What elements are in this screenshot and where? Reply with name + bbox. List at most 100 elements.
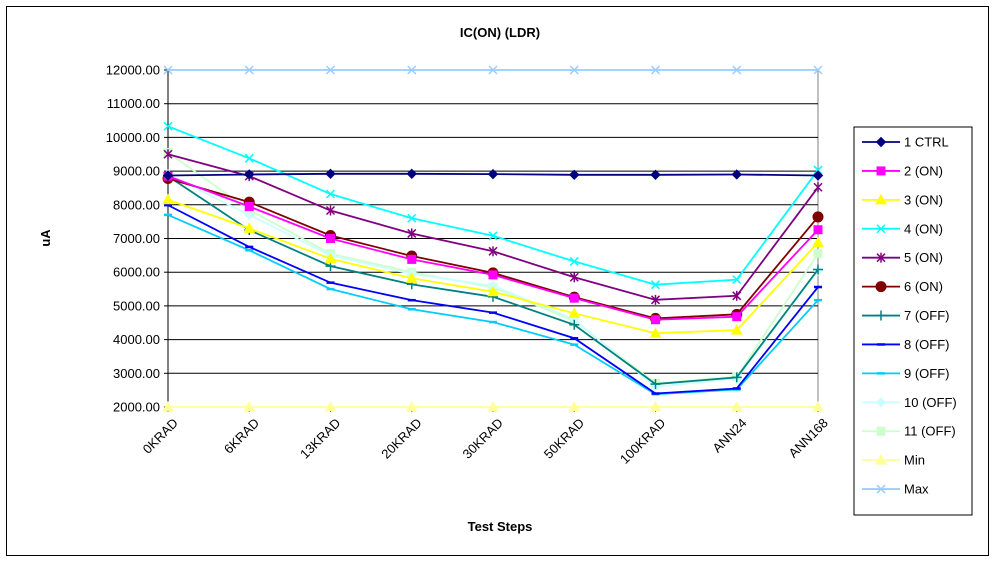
legend-label: 2 (ON) xyxy=(904,163,943,178)
legend-marker xyxy=(876,224,886,234)
y-tick-label: 3000.00 xyxy=(113,366,160,381)
data-point xyxy=(244,65,254,75)
data-point xyxy=(812,400,824,412)
data-point xyxy=(731,372,742,383)
data-point xyxy=(325,168,336,180)
data-point xyxy=(244,169,255,180)
legend-label: 9 (OFF) xyxy=(904,366,950,381)
data-point xyxy=(569,319,580,330)
data-point xyxy=(730,324,743,335)
x-tick-label: ANN168 xyxy=(786,415,831,460)
chart-title: IC(ON) (LDR) xyxy=(460,25,540,40)
y-tick-label: 5000.00 xyxy=(113,298,160,313)
data-point xyxy=(732,290,742,301)
data-point xyxy=(244,153,254,163)
data-point xyxy=(406,168,417,180)
data-point xyxy=(407,213,417,223)
x-axis-title: Test Steps xyxy=(468,519,533,534)
data-point xyxy=(488,231,498,241)
legend-label: 4 (ON) xyxy=(904,221,943,236)
data-point xyxy=(732,275,742,285)
data-point xyxy=(650,65,661,75)
data-point xyxy=(407,254,417,264)
data-point xyxy=(569,272,579,283)
x-tick-label: 50KRAD xyxy=(541,415,587,461)
x-tick-label: 30KRAD xyxy=(460,415,506,461)
data-point xyxy=(488,270,498,280)
data-point xyxy=(407,228,417,239)
data-point xyxy=(650,280,661,290)
data-point xyxy=(569,293,579,303)
data-point xyxy=(649,400,662,412)
y-tick-label: 4000.00 xyxy=(113,332,160,347)
data-point xyxy=(812,211,824,223)
data-point xyxy=(324,400,337,412)
y-tick-label: 6000.00 xyxy=(113,265,160,280)
legend-marker xyxy=(875,454,887,465)
data-point xyxy=(650,294,661,305)
x-tick-label: ANN24 xyxy=(709,415,749,455)
data-point xyxy=(325,65,336,75)
legend-label: 8 (OFF) xyxy=(904,337,950,352)
legend-marker xyxy=(875,136,887,148)
data-point xyxy=(651,315,660,325)
y-tick-label: 8000.00 xyxy=(113,197,160,212)
legend-marker xyxy=(875,397,887,408)
y-axis-title: uA xyxy=(38,229,53,247)
legend-marker xyxy=(876,484,886,494)
legend-label: 6 (ON) xyxy=(904,279,943,294)
data-point xyxy=(488,246,498,257)
x-tick-label: 100KRAD xyxy=(617,415,668,466)
legend-label: Max xyxy=(904,482,929,497)
data-point xyxy=(244,209,255,221)
plot-area: 2000.00 3000.00 4000.00 5000.00 6000.00 7000.… xyxy=(106,63,831,467)
x-tick-label: 13KRAD xyxy=(297,415,343,461)
data-point xyxy=(812,170,824,181)
legend-label: 3 (ON) xyxy=(904,192,943,207)
legend-label: 5 (ON) xyxy=(904,250,943,265)
data-point xyxy=(813,165,823,175)
y-tick-label: 11000.00 xyxy=(107,96,160,111)
data-point xyxy=(488,65,498,75)
data-point xyxy=(163,65,173,75)
y-tick-label: 7000.00 xyxy=(113,231,160,246)
data-point xyxy=(487,400,499,412)
data-point xyxy=(812,236,824,248)
data-point xyxy=(732,312,742,322)
data-point xyxy=(568,400,581,412)
legend-marker xyxy=(875,193,887,205)
data-point xyxy=(730,400,743,412)
data-point xyxy=(813,65,823,75)
data-point xyxy=(732,65,742,75)
data-point xyxy=(243,222,256,233)
data-point xyxy=(243,400,256,412)
data-point xyxy=(162,193,174,205)
data-point xyxy=(407,65,417,75)
data-point xyxy=(487,168,499,180)
data-point xyxy=(487,285,499,297)
data-point xyxy=(813,225,823,235)
x-tick-label: 20KRAD xyxy=(378,415,424,461)
data-point xyxy=(325,205,336,216)
legend-label: Min xyxy=(904,453,925,468)
data-point xyxy=(569,169,580,181)
legend-marker xyxy=(876,252,886,263)
y-tick-label: 2000.00 xyxy=(113,400,160,415)
data-point xyxy=(569,256,579,266)
data-point xyxy=(568,307,581,318)
data-point xyxy=(163,121,173,131)
data-point xyxy=(813,249,823,259)
y-tick-label: 9000.00 xyxy=(113,164,160,179)
data-point xyxy=(162,170,174,181)
legend: 1 CTRL 2 (ON) 3 (ON) 4 (ON) 5 (ON) 6 (ON) 7 (O… xyxy=(853,126,973,516)
legend-label: 7 (OFF) xyxy=(904,308,950,323)
legend-marker xyxy=(876,166,886,176)
data-point xyxy=(324,252,337,264)
legend-marker xyxy=(875,281,887,293)
legend-marker xyxy=(876,310,886,321)
data-point xyxy=(650,169,661,181)
data-point xyxy=(650,379,661,390)
data-point xyxy=(813,182,823,193)
data-point xyxy=(326,234,335,243)
